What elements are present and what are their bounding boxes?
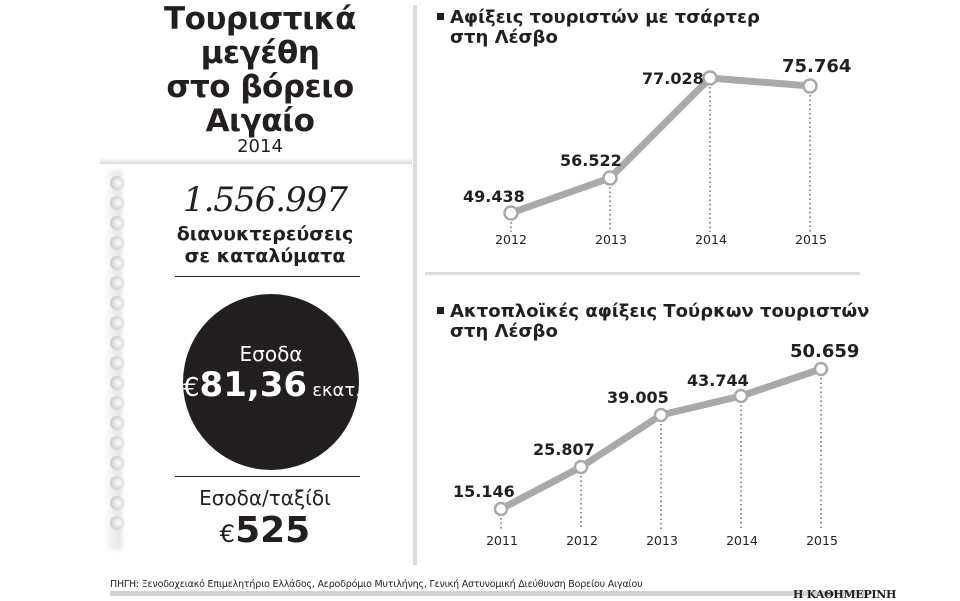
footer-bar <box>110 591 868 596</box>
value-label: 50.659 <box>790 341 859 362</box>
chart1-value-labels: 49.438 56.522 77.028 75.764 <box>463 56 851 206</box>
data-point <box>573 459 589 475</box>
chart1-markers <box>503 70 818 221</box>
data-point <box>602 170 618 186</box>
overnights-label-line: διανυκτερεύσεις <box>176 223 354 245</box>
chart1-line <box>509 74 811 217</box>
chart1-x-axis-labels: 2012 2013 2014 2015 <box>495 232 827 247</box>
title-line: Αιγαίο <box>205 103 315 139</box>
data-point <box>733 388 749 404</box>
chart2-title-line: Ακτοπλοϊκές αφίξεις Τούρκων τουριστών <box>450 301 870 322</box>
revenue-per-trip-value: €525 <box>118 510 412 551</box>
x-tick-label: 2012 <box>495 232 527 247</box>
horizontal-rule <box>175 476 360 477</box>
value-label: 39.005 <box>607 388 669 407</box>
value-label: 75.764 <box>782 56 851 77</box>
title-line: μεγέθη <box>200 35 320 71</box>
publisher-brand: Η ΚΑΘΗΜΕΡΙΝΗ <box>793 588 897 601</box>
revenue-circle: Εσοδα €81,36 εκατ. <box>183 294 361 470</box>
x-tick-label: 2015 <box>795 232 827 247</box>
x-tick-label: 2014 <box>726 533 758 548</box>
chart2-title: Ακτοπλοϊκές αφίξεις Τούρκων τουριστών στ… <box>437 302 869 342</box>
value-label: 25.807 <box>533 440 595 459</box>
x-tick-label: 2012 <box>566 533 598 548</box>
value-label: 77.028 <box>642 69 704 88</box>
infographic-year: 2014 <box>237 136 283 157</box>
card-top-shadow <box>100 158 412 164</box>
euro-sign: € <box>219 520 236 548</box>
euro-sign: € <box>183 373 200 403</box>
square-bullet-icon <box>437 12 444 20</box>
chart2-guides <box>500 378 822 530</box>
value-label: 56.522 <box>560 151 622 170</box>
x-tick-label: 2014 <box>695 232 727 247</box>
data-point <box>702 70 718 86</box>
chart1-title: Αφίξεις τουριστών με τσάρτερ στη Λέσβο <box>437 8 760 48</box>
horizontal-rule <box>175 276 360 277</box>
title-line: Τουριστικά <box>164 1 356 37</box>
revenue-per-trip-amount: 525 <box>235 510 311 551</box>
chart2-title-line: στη Λέσβο <box>450 321 558 342</box>
chart2-x-axis-labels: 2011 2012 2013 2014 2015 <box>486 533 838 548</box>
vertical-divider <box>413 5 417 565</box>
overnights-label-line: σε καταλύματα <box>184 245 346 267</box>
square-bullet-icon <box>437 306 444 314</box>
title-line: στο βόρειο <box>166 69 354 105</box>
source-note: ΠΗΓΗ: Ξενοδοχειακό Επιμελητήριο Ελλάδος,… <box>110 579 643 590</box>
chart1-title-line: Αφίξεις τουριστών με τσάρτερ <box>450 7 760 28</box>
value-label: 43.744 <box>687 371 749 390</box>
revenue-label: Εσοδα <box>239 342 303 366</box>
overnights-label: διανυκτερεύσεις σε καταλύματα <box>118 223 412 267</box>
chart-separator <box>425 272 860 275</box>
chart2-markers <box>493 361 829 517</box>
revenue-amount: 81,36 <box>199 365 308 405</box>
chart1-guides <box>510 87 811 232</box>
data-point <box>493 501 509 517</box>
x-tick-label: 2013 <box>595 232 627 247</box>
perforated-edge-decoration <box>100 170 126 550</box>
chart1-title-line: στη Λέσβο <box>450 27 558 48</box>
chart2-value-labels: 15.146 25.807 39.005 43.744 50.659 <box>453 341 859 501</box>
revenue-per-trip-label: Εσοδα/ταξίδι <box>199 486 331 510</box>
revenue-unit: εκατ. <box>312 380 361 401</box>
infographic-title: Τουριστικά μεγέθη στο βόρειο Αιγαίο <box>110 2 410 138</box>
data-point <box>802 78 818 94</box>
data-point <box>503 205 519 221</box>
data-point <box>653 407 669 423</box>
revenue-value: €81,36 εκατ. <box>183 365 361 405</box>
overnights-value: 1.556.997 <box>182 180 348 220</box>
x-tick-label: 2013 <box>646 533 678 548</box>
value-label: 49.438 <box>463 187 525 206</box>
x-tick-label: 2015 <box>806 533 838 548</box>
x-tick-label: 2011 <box>486 533 518 548</box>
value-label: 15.146 <box>453 482 515 501</box>
data-point <box>813 361 829 377</box>
